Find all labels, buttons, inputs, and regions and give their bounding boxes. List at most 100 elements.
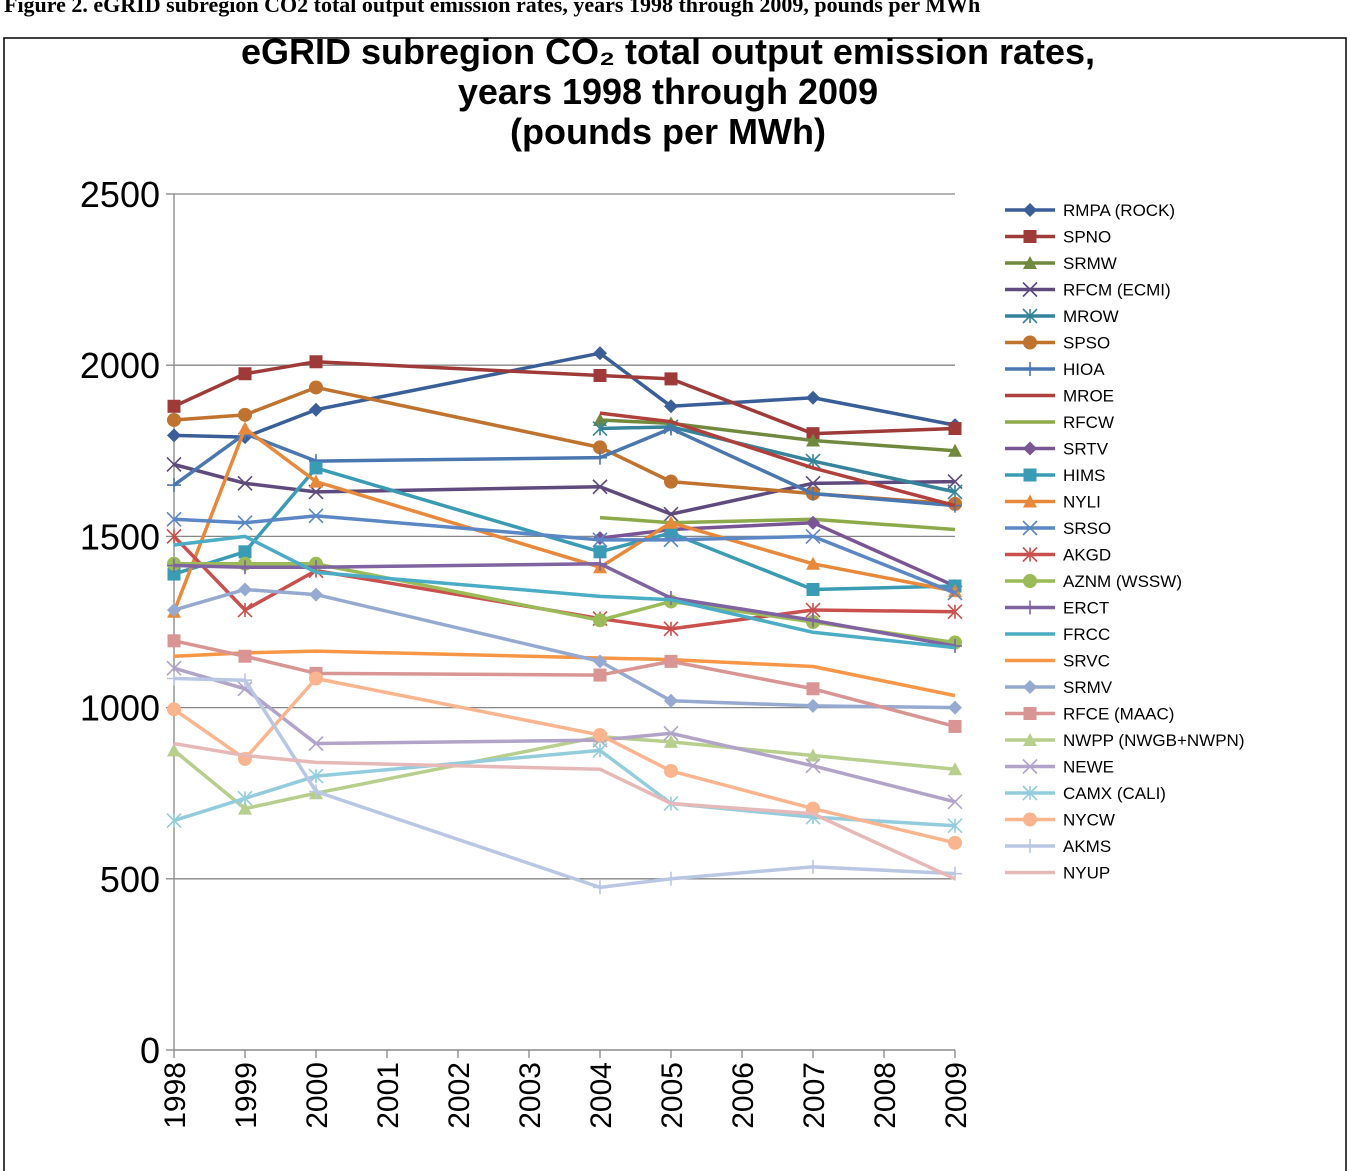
- legend-label: MROW: [1063, 307, 1119, 326]
- marker: [1023, 203, 1037, 217]
- marker: [592, 479, 608, 495]
- marker: [948, 700, 962, 715]
- legend-label: SRMV: [1063, 678, 1113, 697]
- marker: [805, 758, 821, 774]
- y-tick-label: 1500: [80, 516, 160, 557]
- marker: [947, 794, 963, 810]
- marker: [309, 402, 323, 417]
- legend-label: RMPA (ROCK): [1063, 201, 1175, 220]
- marker: [1022, 520, 1038, 536]
- marker: [593, 346, 607, 361]
- marker: [663, 725, 679, 741]
- legend-label: NYUP: [1063, 864, 1110, 883]
- marker: [806, 556, 820, 570]
- marker: [593, 450, 607, 465]
- chart-title-line: (pounds per MWh): [510, 111, 826, 152]
- marker: [593, 613, 607, 628]
- marker: [663, 621, 679, 637]
- marker: [237, 602, 253, 618]
- marker: [1023, 812, 1037, 827]
- x-tick-label: 2002: [443, 1062, 476, 1129]
- legend-label: ERCT: [1063, 599, 1109, 618]
- y-tick-label: 0: [140, 1030, 160, 1071]
- legend-label: SRVC: [1063, 652, 1110, 671]
- marker: [593, 727, 607, 742]
- y-tick-label: 2500: [80, 174, 160, 215]
- marker: [167, 567, 181, 581]
- legend-label: RFCM (ECMI): [1063, 281, 1171, 300]
- legend-label: AZNM (WSSW): [1063, 572, 1182, 591]
- marker: [1023, 707, 1037, 720]
- series-line: [173, 534, 956, 650]
- legend-label: SPSO: [1063, 334, 1110, 353]
- y-tick-label: 2000: [80, 345, 160, 386]
- marker: [806, 433, 820, 447]
- marker: [309, 587, 323, 602]
- marker: [1023, 600, 1037, 615]
- y-tick-label: 500: [100, 859, 160, 900]
- marker: [1023, 230, 1037, 243]
- series-line: [599, 411, 956, 508]
- marker: [167, 702, 181, 717]
- marker: [1023, 256, 1037, 269]
- legend-label: FRCC: [1063, 625, 1110, 644]
- marker: [167, 634, 181, 648]
- marker: [806, 613, 820, 628]
- marker: [806, 486, 820, 501]
- marker: [1023, 362, 1037, 376]
- marker: [238, 649, 252, 663]
- marker: [238, 673, 252, 688]
- chart-title-line: years 1998 through 2009: [458, 71, 878, 112]
- marker: [167, 412, 181, 427]
- x-tick-label: 2006: [727, 1062, 760, 1129]
- marker: [166, 660, 182, 676]
- x-tick-label: 2004: [585, 1062, 618, 1129]
- marker: [309, 474, 323, 488]
- marker: [237, 681, 253, 697]
- marker: [664, 734, 678, 748]
- marker: [238, 407, 252, 422]
- series-line: [173, 741, 956, 881]
- marker: [1023, 574, 1037, 588]
- legend-label: AKMS: [1063, 837, 1111, 856]
- marker: [805, 475, 821, 491]
- marker: [664, 515, 678, 529]
- marker: [238, 545, 252, 559]
- marker: [309, 461, 323, 475]
- marker: [948, 443, 962, 457]
- legend-label: HIOA: [1063, 360, 1105, 379]
- marker: [238, 582, 252, 597]
- marker: [806, 682, 820, 696]
- marker: [805, 528, 821, 544]
- marker: [664, 871, 678, 886]
- marker: [167, 603, 181, 618]
- x-tick-label: 2005: [656, 1062, 689, 1129]
- marker: [947, 585, 963, 601]
- marker: [664, 693, 678, 708]
- marker: [806, 859, 820, 874]
- marker: [1023, 441, 1037, 456]
- marker: [948, 719, 962, 733]
- legend-label: RFCE (MAAC): [1063, 705, 1174, 724]
- marker: [948, 584, 962, 598]
- marker: [592, 532, 608, 548]
- x-tick-label: 2009: [940, 1062, 973, 1129]
- marker: [308, 735, 324, 752]
- marker: [947, 818, 963, 834]
- marker: [167, 478, 181, 493]
- marker: [593, 880, 607, 895]
- marker: [806, 748, 820, 762]
- marker: [308, 508, 324, 524]
- marker: [167, 671, 181, 686]
- marker: [238, 801, 252, 815]
- x-tick-label: 2003: [514, 1062, 547, 1129]
- marker: [167, 558, 181, 573]
- marker: [948, 835, 962, 850]
- legend-label: RFCW: [1063, 413, 1114, 432]
- marker: [664, 654, 678, 668]
- marker: [593, 440, 607, 455]
- marker: [167, 428, 181, 443]
- marker: [166, 813, 182, 829]
- x-tick-label: 2008: [869, 1062, 902, 1129]
